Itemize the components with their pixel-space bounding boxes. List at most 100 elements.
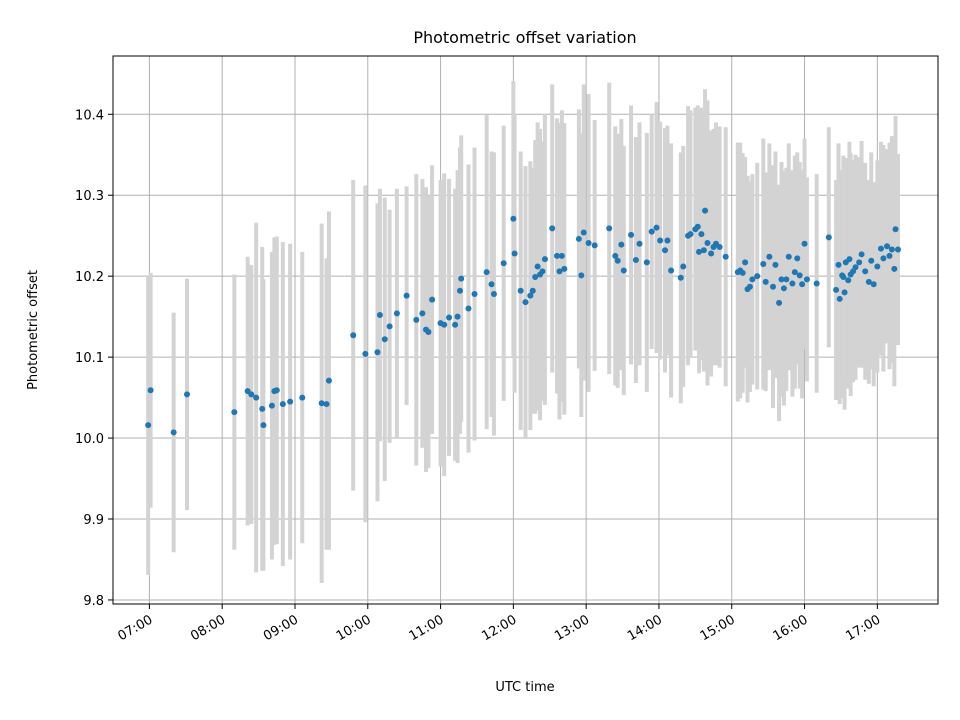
- data-point: [465, 305, 472, 312]
- data-point: [429, 296, 436, 303]
- data-point: [796, 272, 803, 279]
- data-point: [677, 274, 684, 281]
- data-point: [556, 268, 563, 275]
- data-point: [778, 276, 785, 283]
- data-point: [510, 215, 517, 222]
- data-point: [549, 225, 556, 232]
- data-point: [323, 401, 330, 408]
- data-point: [529, 287, 536, 294]
- data-point: [184, 391, 191, 398]
- data-point: [825, 234, 832, 241]
- data-point: [393, 310, 400, 317]
- data-point: [425, 329, 432, 336]
- x-tick-label: 10:00: [334, 612, 374, 644]
- data-point: [575, 235, 582, 242]
- data-point: [836, 295, 843, 302]
- data-point: [704, 239, 711, 246]
- data-point: [648, 228, 655, 235]
- data-point: [381, 336, 388, 343]
- data-point: [880, 255, 887, 262]
- data-point: [612, 252, 619, 259]
- data-point: [766, 253, 773, 260]
- y-tick-label: 9.9: [83, 513, 104, 528]
- data-point: [511, 250, 518, 257]
- data-point: [680, 263, 687, 270]
- y-axis-label: Photometric offset: [26, 270, 41, 390]
- data-point: [260, 422, 267, 429]
- y-tick-label: 10.4: [75, 108, 104, 123]
- x-tick-label: 13:00: [552, 612, 592, 644]
- data-point: [446, 314, 453, 321]
- y-tick-label: 10.0: [75, 432, 104, 447]
- data-point: [858, 251, 865, 258]
- data-point: [618, 241, 625, 248]
- data-point: [776, 299, 783, 306]
- data-point: [636, 240, 643, 247]
- data-point: [785, 253, 792, 260]
- data-point: [490, 290, 497, 297]
- data-point: [888, 246, 895, 253]
- data-point: [884, 243, 891, 250]
- data-point: [318, 400, 325, 407]
- data-point: [325, 377, 332, 384]
- data-point: [441, 321, 448, 328]
- data-point: [746, 283, 753, 290]
- data-point: [403, 292, 410, 299]
- data-point: [614, 257, 621, 264]
- data-point: [780, 285, 787, 292]
- data-point: [558, 252, 565, 259]
- data-point: [471, 290, 478, 297]
- data-point: [789, 280, 796, 287]
- data-point: [687, 231, 694, 238]
- x-axis-ticks: 07:00 08:00 09:00 10:00 11:00 12:00 13:00 14:00…: [115, 604, 883, 644]
- data-point: [299, 394, 306, 401]
- data-point: [794, 255, 801, 262]
- data-point: [894, 246, 901, 253]
- data-point: [791, 269, 798, 276]
- data-point: [376, 312, 383, 319]
- data-point: [231, 409, 238, 416]
- x-tick-label: 15:00: [698, 612, 738, 644]
- error-bars: [146, 81, 900, 583]
- data-point: [620, 267, 627, 274]
- data-point: [253, 394, 260, 401]
- data-point: [653, 224, 660, 231]
- x-tick-label: 16:00: [771, 612, 811, 644]
- data-point: [580, 229, 587, 236]
- data-point: [517, 287, 524, 294]
- data-point: [862, 268, 869, 275]
- data-point: [643, 259, 650, 266]
- x-tick-label: 17:00: [843, 612, 883, 644]
- data-point: [698, 231, 705, 238]
- data-point: [554, 252, 561, 259]
- x-tick-label: 12:00: [479, 612, 519, 644]
- data-point: [541, 256, 548, 263]
- data-point: [783, 276, 790, 283]
- data-point: [362, 350, 369, 357]
- data-point: [749, 276, 756, 283]
- data-point: [628, 231, 635, 238]
- data-point: [419, 310, 426, 317]
- data-point: [458, 275, 465, 282]
- data-point: [841, 289, 848, 296]
- data-point: [840, 273, 847, 280]
- data-point: [578, 272, 585, 279]
- data-point: [664, 237, 671, 244]
- data-point: [279, 401, 286, 408]
- y-tick-label: 10.3: [75, 189, 104, 204]
- data-point: [762, 278, 769, 285]
- x-tick-label: 09:00: [261, 612, 301, 644]
- data-point: [874, 263, 881, 270]
- data-point: [591, 242, 598, 249]
- x-axis-label: UTC time: [495, 680, 554, 695]
- plot-frame: [112, 55, 939, 605]
- data-point: [456, 287, 463, 294]
- data-points: [145, 207, 901, 436]
- data-point: [856, 259, 863, 266]
- chart-title: Photometric offset variation: [413, 28, 636, 47]
- data-point: [754, 273, 761, 280]
- data-point: [852, 264, 859, 271]
- data-point: [708, 250, 715, 257]
- x-tick-label: 08:00: [188, 612, 228, 644]
